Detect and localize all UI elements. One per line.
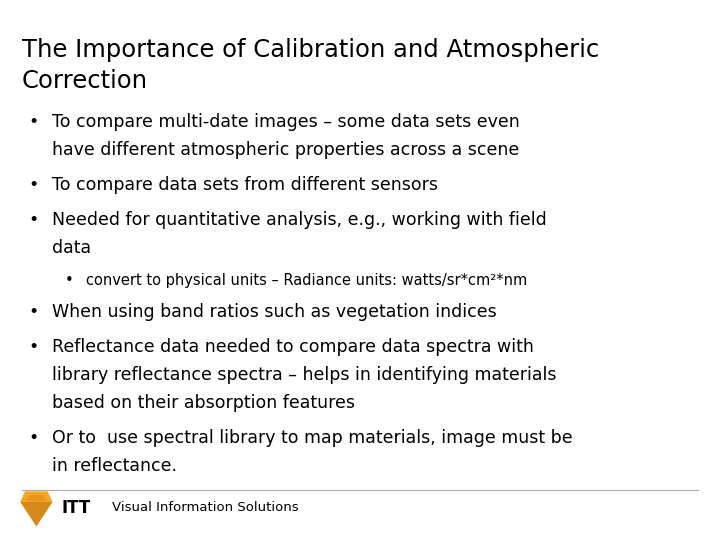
Text: Or to  use spectral library to map materials, image must be: Or to use spectral library to map materi… xyxy=(52,429,572,447)
Text: •: • xyxy=(29,338,39,356)
Text: •: • xyxy=(29,113,39,131)
Text: When using band ratios such as vegetation indices: When using band ratios such as vegetatio… xyxy=(52,303,497,321)
Text: To compare data sets from different sensors: To compare data sets from different sens… xyxy=(52,176,438,194)
Text: library reflectance spectra – helps in identifying materials: library reflectance spectra – helps in i… xyxy=(52,366,557,384)
Text: •: • xyxy=(29,176,39,194)
Text: in reflectance.: in reflectance. xyxy=(52,457,177,475)
Text: Visual Information Solutions: Visual Information Solutions xyxy=(112,501,298,514)
Text: Correction: Correction xyxy=(22,69,148,93)
Polygon shape xyxy=(25,495,48,501)
Text: based on their absorption features: based on their absorption features xyxy=(52,394,355,412)
Text: Needed for quantitative analysis, e.g., working with field: Needed for quantitative analysis, e.g., … xyxy=(52,211,546,228)
Text: The Importance of Calibration and Atmospheric: The Importance of Calibration and Atmosp… xyxy=(22,38,599,62)
Text: •: • xyxy=(65,273,73,288)
Text: ITT: ITT xyxy=(61,498,91,517)
Text: •: • xyxy=(29,211,39,228)
Polygon shape xyxy=(20,502,53,526)
Text: convert to physical units – Radiance units: watts/sr*cm²*nm: convert to physical units – Radiance uni… xyxy=(86,273,528,288)
Text: Reflectance data needed to compare data spectra with: Reflectance data needed to compare data … xyxy=(52,338,534,356)
Polygon shape xyxy=(20,491,53,502)
Text: data: data xyxy=(52,239,91,256)
Text: To compare multi-date images – some data sets even: To compare multi-date images – some data… xyxy=(52,113,520,131)
Text: have different atmospheric properties across a scene: have different atmospheric properties ac… xyxy=(52,141,519,159)
Text: •: • xyxy=(29,303,39,321)
Text: •: • xyxy=(29,429,39,447)
